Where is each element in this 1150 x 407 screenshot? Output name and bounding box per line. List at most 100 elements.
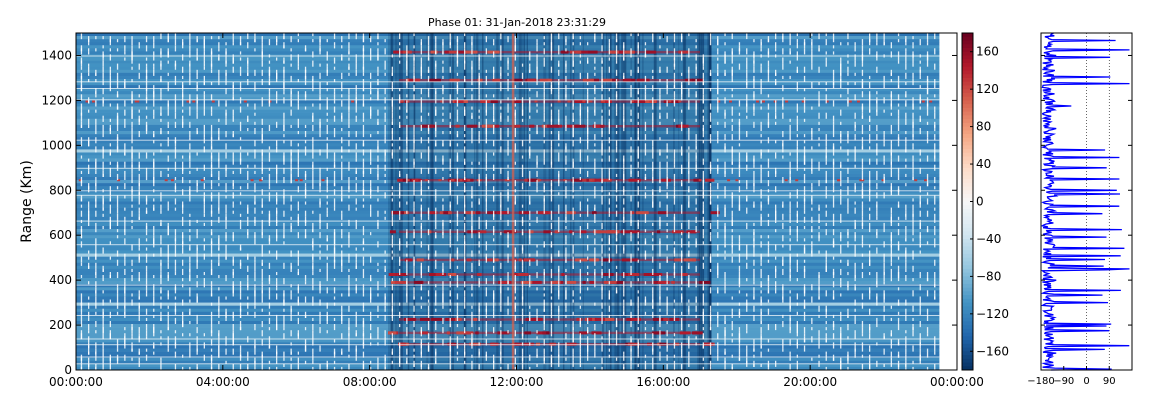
data-gap [529,106,531,113]
data-gap [572,299,574,303]
data-gap [652,278,654,285]
data-gap [688,82,690,86]
red-band-segment [440,100,444,103]
data-gap [174,183,177,190]
data-gap [485,333,487,337]
data-gap [348,348,350,352]
data-gap [644,360,647,364]
red-band-segment [630,211,634,215]
data-gap [384,333,386,337]
data-gap [268,72,271,79]
data-gap [80,210,83,217]
data-gap [283,69,285,73]
data-gap [297,94,299,98]
data-gap [153,314,155,318]
data-gap [102,250,104,254]
data-gap [579,321,581,325]
data-gap [652,342,654,346]
data-gap [312,278,314,285]
data-gap [493,42,495,46]
data-gap [283,351,285,358]
data-gap [652,177,654,184]
data-gap [218,366,220,370]
data-gap [341,72,343,76]
data-gap [189,348,191,352]
data-gap [435,48,437,55]
data-gap [579,118,581,125]
data-gap [124,284,126,291]
data-gap [572,36,574,40]
data-gap [709,268,712,272]
data-gap [399,183,401,187]
data-gap [485,244,487,251]
red-band-segment [467,179,471,182]
data-gap [348,106,350,113]
data-gap [247,357,249,361]
data-gap [304,146,307,150]
data-gap [420,180,422,184]
data-gap [550,195,553,199]
data-gap [276,97,278,104]
data-gap [572,42,574,46]
data-gap [666,259,668,263]
data-gap [109,128,111,135]
data-gap [268,146,271,150]
data-gap [724,339,726,343]
data-gap [500,146,502,150]
data-gap [709,235,712,242]
data-gap [174,330,177,334]
data-gap [673,226,676,233]
data-gap [80,357,83,364]
data-gap [724,226,726,233]
data-gap [95,354,97,361]
red-band-segment [578,50,589,54]
data-gap [456,250,459,254]
data-gap [435,106,437,113]
data-gap [427,244,430,251]
data-gap [594,207,596,211]
data-gap [362,198,365,202]
data-gap [362,88,365,92]
data-gap [536,314,538,321]
data-gap [413,290,415,294]
data-gap [514,85,516,89]
data-gap [688,100,690,104]
data-gap [637,131,639,135]
data-gap [290,173,292,180]
data-gap [232,42,234,46]
data-gap [384,366,386,370]
data-gap [442,158,444,165]
data-gap [493,357,495,364]
data-gap [550,66,553,73]
data-gap [239,121,242,125]
data-gap [558,137,560,141]
red-band-segment [603,280,617,284]
range-gate-band [76,348,940,352]
data-gap [384,118,386,122]
data-gap [326,112,328,116]
data-gap [543,57,545,61]
data-gap [138,42,140,46]
data-gap [174,94,177,98]
data-gap [514,48,516,52]
data-gap [406,317,408,324]
data-gap [276,207,278,214]
data-gap [420,265,422,272]
data-gap [116,345,119,349]
data-gap [261,354,263,361]
data-gap [297,173,299,177]
data-gap [615,339,618,346]
data-gap [456,173,459,180]
data-gap [348,131,350,138]
red-band-segment [550,280,559,284]
data-gap [623,118,625,122]
data-gap [131,106,133,113]
data-gap [615,149,618,153]
data-gap [442,305,444,309]
data-gap [688,69,690,73]
data-gap [95,290,97,297]
data-gap [659,250,661,257]
red-band-segment [881,179,885,182]
data-gap [702,170,704,177]
